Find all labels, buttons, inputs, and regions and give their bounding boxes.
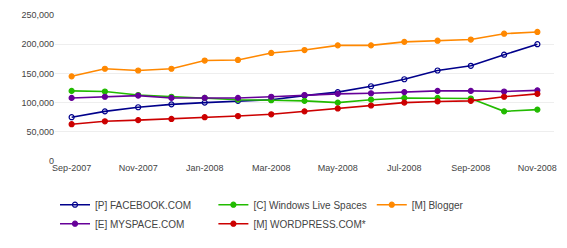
svg-text:200,000: 200,000 bbox=[21, 39, 54, 49]
svg-text:Mar-2008: Mar-2008 bbox=[252, 163, 291, 173]
svg-text:0: 0 bbox=[49, 156, 54, 166]
svg-text:[E] MYSPACE.COM: [E] MYSPACE.COM bbox=[95, 219, 184, 230]
svg-text:May-2008: May-2008 bbox=[318, 163, 358, 173]
svg-text:Sep-2008: Sep-2008 bbox=[451, 163, 490, 173]
svg-text:[C] Windows Live Spaces: [C] Windows Live Spaces bbox=[253, 200, 366, 211]
svg-text:[M] Blogger: [M] Blogger bbox=[412, 200, 464, 211]
svg-text:50,000: 50,000 bbox=[26, 127, 54, 137]
svg-text:[M] WORDPRESS.COM*: [M] WORDPRESS.COM* bbox=[253, 219, 365, 230]
svg-text:[P] FACEBOOK.COM: [P] FACEBOOK.COM bbox=[95, 200, 191, 211]
svg-text:Nov-2007: Nov-2007 bbox=[119, 163, 158, 173]
svg-text:250,000: 250,000 bbox=[21, 10, 54, 20]
svg-text:Jul-2008: Jul-2008 bbox=[387, 163, 422, 173]
svg-text:Jan-2008: Jan-2008 bbox=[186, 163, 224, 173]
svg-text:Nov-2008: Nov-2008 bbox=[518, 163, 557, 173]
svg-text:Sep-2007: Sep-2007 bbox=[52, 163, 91, 173]
svg-text:100,000: 100,000 bbox=[21, 98, 54, 108]
svg-text:150,000: 150,000 bbox=[21, 69, 54, 79]
